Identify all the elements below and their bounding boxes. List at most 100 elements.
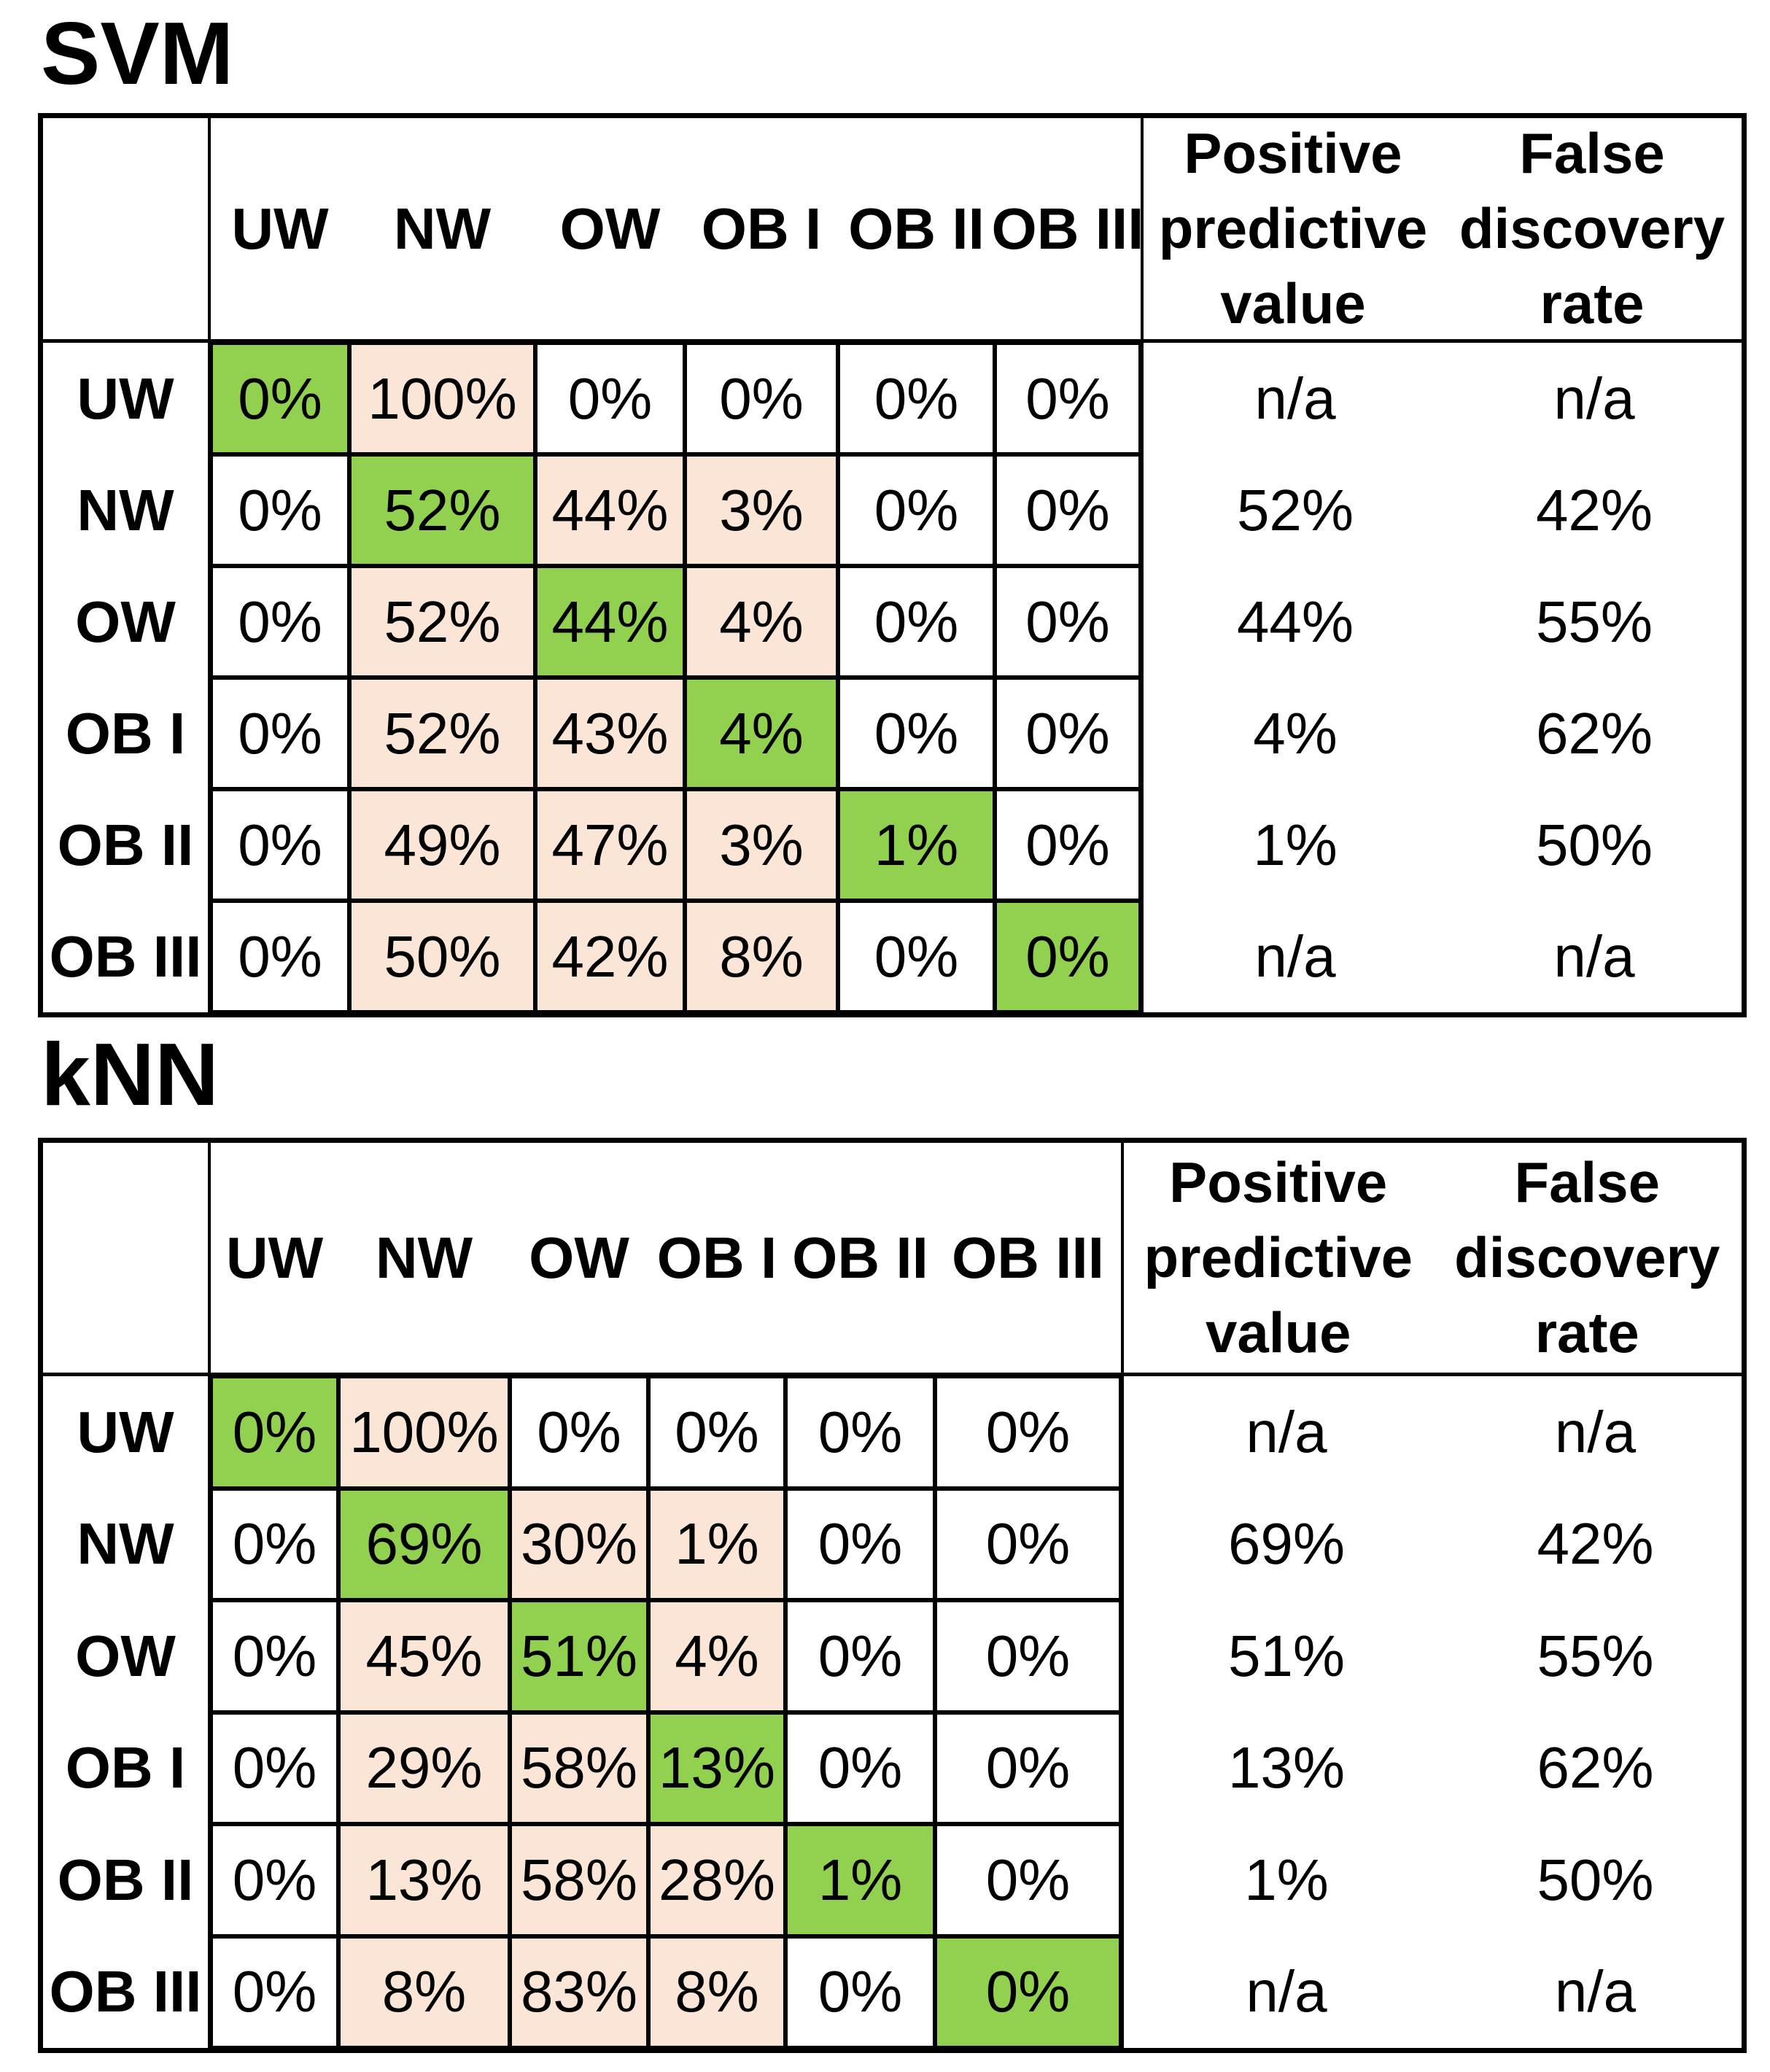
matrix-cell: 0% <box>995 789 1141 901</box>
ppv-value: 1% <box>1141 789 1447 901</box>
matrix-cell: 42% <box>535 901 685 1012</box>
matrix-cell: 8% <box>338 1936 510 2048</box>
fdr-value: 55% <box>1537 1623 1654 1688</box>
fdr-value: n/a <box>1553 365 1635 431</box>
matrix-cell: 0% <box>995 454 1141 566</box>
ppv-value: n/a <box>1141 901 1447 1012</box>
matrix-cell: 43% <box>535 678 685 789</box>
matrix-cell: 0% <box>838 901 995 1012</box>
matrix-cell: 0% <box>211 454 349 566</box>
knn-col-header-ob2: OB II <box>785 1143 935 1376</box>
matrix-cell: 0% <box>211 343 349 454</box>
svm-row-label: OB I <box>43 678 211 789</box>
ppv-value: 69% <box>1121 1488 1449 1600</box>
svm-row-label: UW <box>43 343 211 454</box>
matrix-cell: 0% <box>211 678 349 789</box>
fdr-value: n/a <box>1554 1399 1637 1464</box>
knn-corner-cell <box>43 1143 211 1376</box>
knn-col-header-ow: OW <box>510 1143 648 1376</box>
matrix-cell: 52% <box>349 566 535 678</box>
matrix-cell: 30% <box>510 1488 648 1600</box>
matrix-cell: 0% <box>785 1376 935 1489</box>
matrix-cell: 0% <box>211 1376 338 1489</box>
matrix-cell: 0% <box>211 1600 338 1712</box>
matrix-cell: 0% <box>995 901 1141 1012</box>
knn-row-label: UW <box>43 1376 211 1489</box>
svm-row-label: OW <box>43 566 211 678</box>
svm-row-label: OB II <box>43 789 211 901</box>
matrix-cell: 44% <box>535 566 685 678</box>
matrix-cell: 4% <box>685 678 838 789</box>
matrix-cell: 0% <box>995 678 1141 789</box>
fdr-value: 55% <box>1535 589 1653 654</box>
matrix-cell: 100% <box>338 1376 510 1489</box>
matrix-cell: 0% <box>785 1600 935 1712</box>
knn-col-header-ob3: OB III <box>935 1143 1121 1376</box>
knn-ppv-header: Positive predictive value <box>1144 1150 1413 1365</box>
matrix-cell: 52% <box>349 678 535 789</box>
svm-fdr-header: False discovery rate <box>1459 121 1726 335</box>
matrix-cell: 0% <box>211 1488 338 1600</box>
matrix-cell: 13% <box>338 1824 510 1936</box>
ppv-value: 52% <box>1141 454 1447 566</box>
matrix-cell: 49% <box>349 789 535 901</box>
matrix-cell: 0% <box>211 901 349 1012</box>
matrix-cell: 0% <box>785 1488 935 1600</box>
matrix-cell: 100% <box>349 343 535 454</box>
matrix-cell: 1% <box>785 1824 935 1936</box>
matrix-cell: 0% <box>685 343 838 454</box>
matrix-cell: 51% <box>510 1600 648 1712</box>
matrix-cell: 0% <box>510 1376 648 1489</box>
svm-corner-cell <box>43 118 211 343</box>
svm-metrics-header: Positive predictive value False discover… <box>1141 118 1742 343</box>
matrix-cell: 4% <box>685 566 838 678</box>
ppv-value: n/a <box>1121 1936 1449 2048</box>
ppv-value: 4% <box>1141 678 1447 789</box>
svm-title: SVM <box>41 4 234 103</box>
knn-col-header-ob1: OB I <box>648 1143 785 1376</box>
matrix-cell: 0% <box>211 1824 338 1936</box>
matrix-cell: 3% <box>685 454 838 566</box>
fdr-value: 50% <box>1535 812 1653 877</box>
matrix-cell: 0% <box>211 566 349 678</box>
matrix-cell: 1% <box>648 1488 785 1600</box>
matrix-cell: 58% <box>510 1712 648 1824</box>
matrix-cell: 0% <box>838 678 995 789</box>
fdr-value: 62% <box>1537 1735 1654 1801</box>
matrix-cell: 28% <box>648 1824 785 1936</box>
knn-row-label: OB I <box>43 1712 211 1824</box>
matrix-cell: 0% <box>211 1936 338 2048</box>
matrix-cell: 83% <box>510 1936 648 2048</box>
svm-col-header-ob1: OB I <box>685 118 838 343</box>
matrix-cell: 0% <box>838 343 995 454</box>
knn-col-header-nw: NW <box>338 1143 510 1376</box>
svm-col-header-uw: UW <box>211 118 349 343</box>
ppv-value: 1% <box>1121 1824 1449 1936</box>
svm-col-header-ob3: OB III <box>992 118 1144 343</box>
matrix-cell: 0% <box>935 1712 1121 1824</box>
ppv-value: 13% <box>1121 1712 1449 1824</box>
svm-row-label: OB III <box>43 901 211 1012</box>
matrix-cell: 44% <box>535 454 685 566</box>
matrix-cell: 0% <box>838 566 995 678</box>
knn-metrics-header: Positive predictive value False discover… <box>1121 1143 1742 1376</box>
ppv-value: 44% <box>1141 566 1447 678</box>
matrix-cell: 29% <box>338 1712 510 1824</box>
ppv-value: n/a <box>1141 343 1447 454</box>
matrix-cell: 0% <box>995 566 1141 678</box>
matrix-cell: 0% <box>211 1712 338 1824</box>
svm-ppv-header: Positive predictive value <box>1158 121 1428 335</box>
knn-row-label: OB II <box>43 1824 211 1936</box>
matrix-cell: 0% <box>935 1376 1121 1489</box>
matrix-cell: 0% <box>935 1936 1121 2048</box>
knn-row-label: NW <box>43 1488 211 1600</box>
matrix-cell: 8% <box>685 901 838 1012</box>
knn-title: kNN <box>41 1025 220 1124</box>
matrix-cell: 0% <box>785 1712 935 1824</box>
matrix-cell: 0% <box>935 1600 1121 1712</box>
fdr-value: n/a <box>1554 1959 1637 2025</box>
matrix-cell: 0% <box>648 1376 785 1489</box>
svm-col-header-nw: NW <box>349 118 535 343</box>
matrix-cell: 45% <box>338 1600 510 1712</box>
